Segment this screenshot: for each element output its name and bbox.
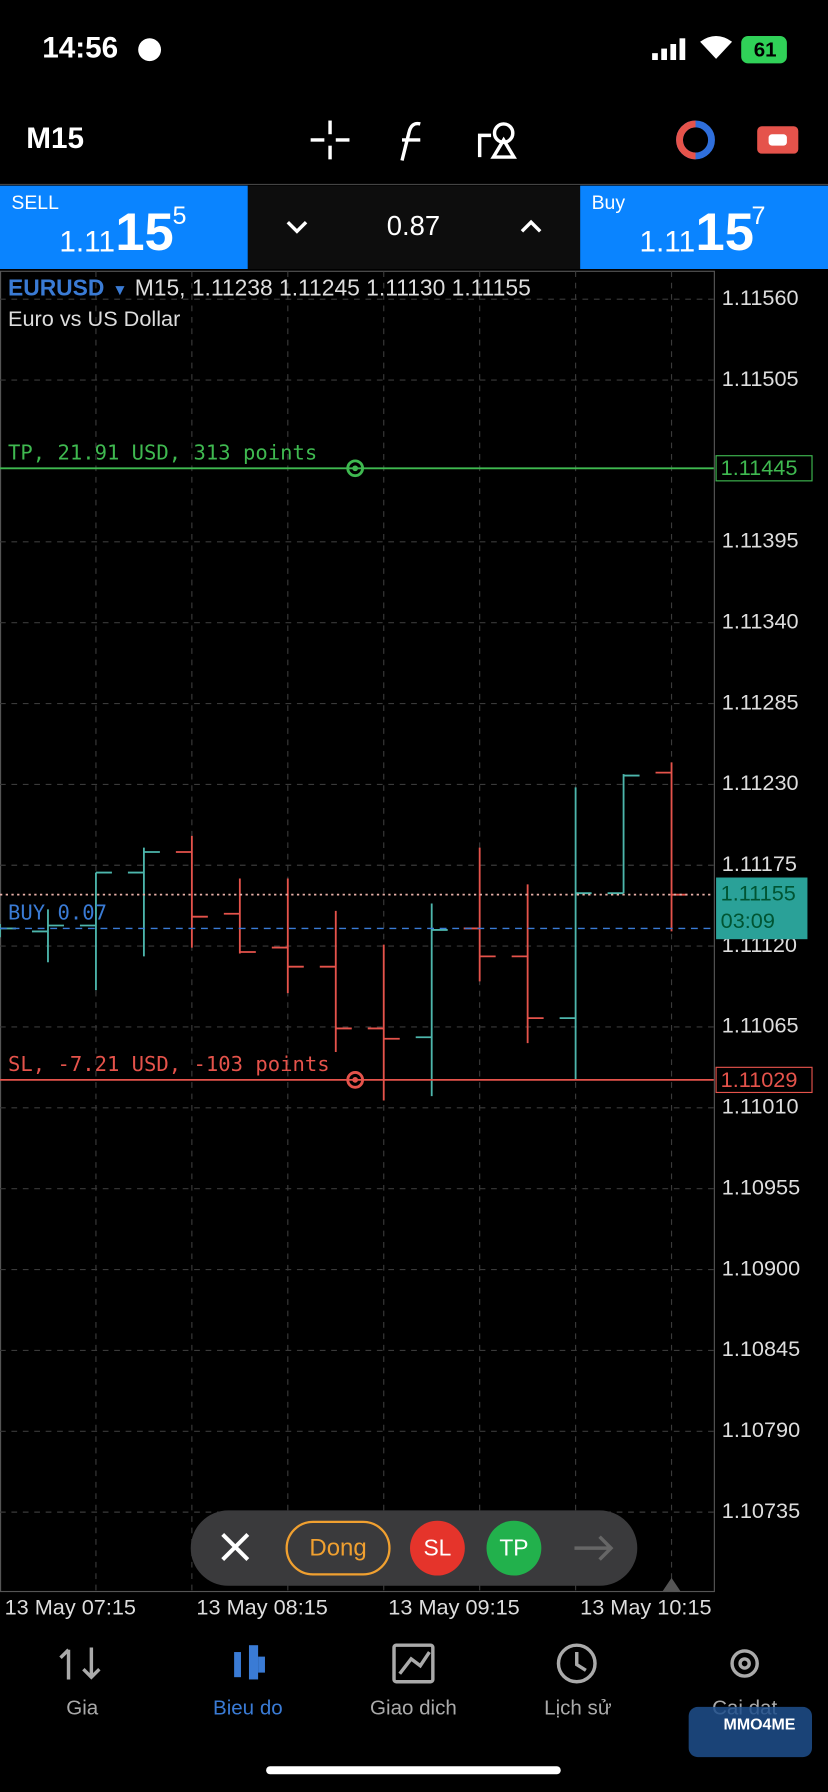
indicator-icon[interactable] xyxy=(400,121,421,161)
sl-button-label: SL xyxy=(423,1534,451,1560)
y-tick-label: 1.11175 xyxy=(722,851,797,876)
y-tick-label: 1.11285 xyxy=(722,689,799,714)
buy-button[interactable] xyxy=(580,185,828,270)
sell-button[interactable] xyxy=(0,185,248,270)
chart: 1.11560 1.11505 1.11395 1.11340 1.11285 1.112… xyxy=(0,271,813,1619)
y-tick-label: 1.11505 xyxy=(722,366,799,391)
y-tick-label: 1.11340 xyxy=(722,608,799,633)
ohlc-info: M15, 1.11238 1.11245 1.11130 1.11155 xyxy=(135,275,531,301)
nav-label[interactable]: Giao dich xyxy=(370,1697,457,1720)
crosshair-icon[interactable] xyxy=(310,120,350,160)
buy-price-fraction: 7 xyxy=(751,202,765,230)
y-tick-label: 1.11395 xyxy=(722,528,799,553)
tp-price-box xyxy=(715,455,813,482)
clock: 14:56 xyxy=(42,32,118,65)
nav-label[interactable]: Gia xyxy=(66,1697,99,1720)
tp-handle[interactable] xyxy=(346,459,365,478)
bar-timer: 03:09 xyxy=(721,908,775,933)
scroll-marker xyxy=(662,1577,681,1592)
sell-price-main: 15 xyxy=(115,203,173,262)
decrease-volume[interactable] xyxy=(286,220,308,234)
watermark-box xyxy=(688,1706,813,1758)
x-tick-label: 13 May 09:15 xyxy=(388,1594,519,1619)
battery-icon xyxy=(741,36,787,64)
x-tick-label: 13 May 07:15 xyxy=(5,1594,136,1619)
y-tick-label: 1.10790 xyxy=(722,1417,800,1442)
sl-price: 1.11029 xyxy=(721,1067,798,1092)
y-tick-label: 1.10735 xyxy=(722,1498,800,1523)
bid-price-box xyxy=(716,877,808,940)
increase-volume[interactable] xyxy=(520,219,542,233)
wifi-icon xyxy=(700,36,733,59)
sl-price-box xyxy=(715,1066,813,1094)
close-panel[interactable] xyxy=(221,1533,250,1561)
nav-label[interactable]: Bieu do xyxy=(213,1697,283,1720)
chat-icon-inner xyxy=(768,134,787,146)
symbol-dropdown[interactable] xyxy=(115,286,125,296)
sell-price-fraction: 5 xyxy=(172,202,186,230)
buy-price-main: 15 xyxy=(696,203,754,262)
buy-price-prefix: 1.11 xyxy=(640,226,696,259)
tp-button[interactable] xyxy=(486,1520,542,1576)
sell-price-prefix: 1.11 xyxy=(59,226,115,259)
chart-nav-icon xyxy=(234,1645,265,1680)
sl-label: SL, -7.21 USD, -103 points xyxy=(8,1052,330,1076)
sl-button[interactable] xyxy=(410,1520,465,1576)
sl-handle[interactable] xyxy=(346,1071,365,1089)
x-tick-label: 13 May 08:15 xyxy=(196,1594,327,1619)
x-tick-label: 13 May 10:15 xyxy=(580,1594,711,1619)
y-tick-label: 1.11230 xyxy=(722,770,799,795)
buy-label: Buy xyxy=(592,192,626,214)
tp-label: TP, 21.91 USD, 313 points xyxy=(8,440,317,464)
symbol[interactable]: EURUSD xyxy=(8,275,104,301)
bid-price: 1.11155 xyxy=(721,880,796,905)
tp-button-label: TP xyxy=(499,1534,528,1560)
symbol-description: Euro vs US Dollar xyxy=(8,306,180,331)
objects-icon[interactable] xyxy=(477,122,517,159)
bars xyxy=(0,762,688,1101)
y-tick-label: 1.11010 xyxy=(722,1094,799,1119)
signal-icon xyxy=(652,38,686,61)
home-indicator xyxy=(266,1766,561,1775)
next-button[interactable] xyxy=(574,1535,614,1561)
account-icon-half xyxy=(676,120,696,160)
battery-level: 61 xyxy=(754,38,777,61)
watermark: MMO4ME xyxy=(724,1716,796,1733)
y-tick-label: 1.10845 xyxy=(722,1336,800,1361)
nav-label[interactable]: Lịch sử xyxy=(544,1697,612,1720)
tp-price: 1.11445 xyxy=(721,455,798,480)
position-label: BUY 0.07 xyxy=(8,901,107,925)
nav-icons xyxy=(59,1643,759,1684)
volume[interactable]: 0.87 xyxy=(387,210,440,241)
y-tick-label: 1.10955 xyxy=(722,1174,800,1199)
sell-label: SELL xyxy=(11,192,59,214)
tp-handle-dot xyxy=(352,465,359,472)
sl-handle-dot xyxy=(352,1077,359,1083)
close-position-button[interactable] xyxy=(285,1520,391,1576)
status-icon xyxy=(138,38,162,62)
y-tick-label: 1.11560 xyxy=(722,285,799,310)
y-tick-label: 1.11065 xyxy=(722,1013,799,1038)
y-tick-label: 1.10900 xyxy=(722,1255,800,1280)
close-position-label: Dong xyxy=(309,1535,366,1562)
timeframe[interactable]: M15 xyxy=(26,122,84,155)
